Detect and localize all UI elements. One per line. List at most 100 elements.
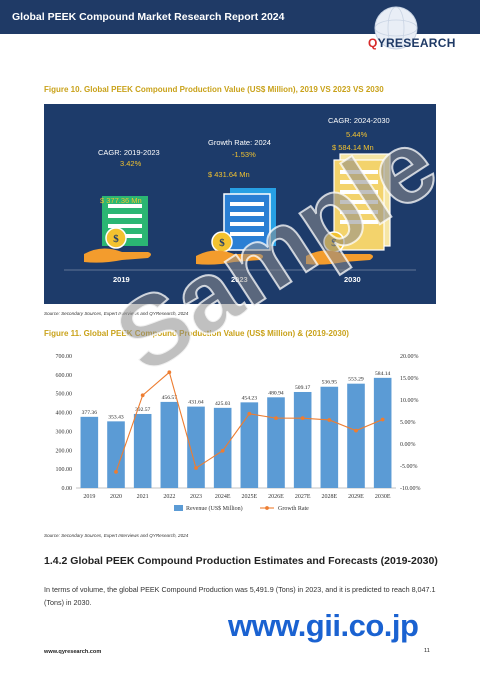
right-tick-label: -5.00%	[400, 464, 418, 470]
section-heading: 1.4.2 Global PEEK Compound Production Es…	[44, 555, 438, 567]
figure10-source: Source: Secondary Sources, Expert Interv…	[44, 311, 189, 316]
document-icon-2030	[333, 153, 391, 251]
growth-rate-point	[220, 448, 225, 453]
growth-rate-point	[194, 466, 198, 470]
x-tick-label: 2019	[83, 494, 95, 500]
right-tick-label: -10.00%	[400, 486, 421, 492]
x-tick-label: 2022	[163, 494, 175, 500]
legend-growth-label: Growth Rate	[278, 506, 309, 512]
growth-rate-point	[300, 416, 305, 421]
growth-rate-point	[274, 416, 278, 421]
bar-value-label: 456.57	[162, 395, 178, 401]
coin-hand-icon-2023: $	[196, 231, 263, 265]
coin-hand-icon-2030: $	[306, 231, 373, 265]
value-2023: $ 431.64 Mn	[208, 170, 250, 179]
bar-value-label: 377.36	[82, 410, 98, 416]
cagr-2019-2023-rate: 3.42%	[120, 159, 142, 168]
bar-value-label: 353.43	[108, 414, 124, 420]
logo-wordmark: QYRESEARCH	[368, 36, 456, 50]
left-tick-label: 100.00	[56, 467, 73, 473]
growth-rate-point	[140, 393, 145, 398]
bar-value-label: 584.14	[375, 371, 391, 377]
infographic-graphics: $ $ $	[64, 153, 416, 271]
logo-wordmark-rest: YRESEARCH	[377, 36, 456, 50]
right-tick-label: 10.00%	[400, 398, 419, 404]
x-tick-label: 2021	[137, 494, 149, 500]
cagr-2024-2030-label: CAGR: 2024-2030	[328, 116, 390, 125]
bar-value-label: 480.94	[268, 390, 284, 396]
coin-hand-icon-2019: $	[84, 227, 151, 263]
growth-rate-2024-label: Growth Rate: 2024	[208, 138, 271, 147]
bar-value-label: 509.17	[295, 385, 311, 391]
right-tick-label: 5.00%	[400, 420, 416, 426]
year-2030: 2030	[344, 275, 361, 284]
right-tick-label: 15.00%	[400, 376, 419, 382]
left-tick-label: 400.00	[56, 411, 73, 417]
legend-revenue-label: Revenue (US$ Million)	[186, 505, 243, 512]
growth-rate-point	[167, 370, 172, 375]
x-tick-label: 2028E	[321, 494, 337, 500]
legend-growth-marker	[265, 506, 269, 510]
growth-rate-point	[114, 469, 118, 474]
bar-value-label: 536.95	[322, 380, 338, 386]
right-tick-label: 0.00%	[400, 442, 416, 448]
right-tick-label: 20.00%	[400, 354, 419, 360]
cagr-2019-2023-label: CAGR: 2019-2023	[98, 148, 160, 157]
revenue-bar	[320, 386, 339, 488]
left-tick-label: 500.00	[56, 392, 73, 398]
svg-text:$: $	[331, 237, 337, 249]
x-tick-label: 2026E	[268, 494, 284, 500]
left-tick-label: 300.00	[56, 429, 73, 435]
figure10-infographic: $ $ $ CAGR: 2019-2023 3.42% $ 377.36 Mn …	[44, 104, 436, 304]
growth-rate-point	[380, 417, 385, 422]
footer-url[interactable]: www.qyresearch.com	[44, 649, 102, 655]
x-tick-label: 2023	[190, 494, 202, 500]
year-2019: 2019	[113, 275, 130, 284]
figure11-source: Source: Secondary Sources, Expert Interv…	[44, 533, 189, 538]
revenue-bar	[80, 416, 99, 488]
left-tick-label: 200.00	[56, 448, 73, 454]
x-tick-label: 2024E	[215, 494, 231, 500]
growth-rate-point	[354, 428, 358, 433]
document-icon-2023	[223, 188, 276, 251]
revenue-bar	[160, 401, 179, 488]
figure11-chart: 0.00 100.00 200.00 300.00 400.00 500.00 600.00…	[56, 354, 421, 512]
revenue-bar	[373, 377, 392, 488]
bar-value-label: 431.64	[188, 400, 204, 406]
x-tick-label: 2027E	[295, 494, 311, 500]
bar-value-label: 425.03	[215, 401, 231, 407]
growth-rate-point	[247, 411, 252, 416]
x-tick-label: 2025E	[241, 494, 257, 500]
x-tick-label: 2029E	[348, 494, 364, 500]
revenue-bar	[133, 413, 152, 488]
cagr-2024-2030-rate: 5.44%	[346, 130, 368, 139]
growth-rate-2024-rate: -1.53%	[232, 150, 256, 159]
value-2030: $ 584.14 Mn	[332, 143, 374, 152]
figure10-title: Figure 10. Global PEEK Compound Producti…	[44, 85, 384, 94]
qyresearch-logo	[374, 6, 418, 50]
revenue-bar	[213, 407, 232, 488]
year-2023: 2023	[231, 275, 248, 284]
x-tick-label: 2030E	[375, 494, 391, 500]
report-title: Global PEEK Compound Market Research Rep…	[12, 11, 285, 23]
revenue-bar	[107, 421, 125, 488]
x-tick-label: 2020	[110, 494, 122, 500]
section-paragraph: In terms of volume, the global PEEK Comp…	[44, 585, 436, 607]
gii-banner: www.gii.co.jp	[228, 608, 419, 643]
bar-value-label: 553.29	[348, 377, 364, 383]
legend-revenue-swatch	[174, 505, 183, 511]
svg-text:$: $	[219, 237, 225, 249]
left-tick-label: 600.00	[56, 373, 73, 379]
figure11-title: Figure 11. Global PEEK Compound Producti…	[44, 329, 349, 338]
left-tick-label: 0.00	[62, 486, 73, 492]
bar-value-label: 392.57	[135, 407, 151, 413]
revenue-bar	[187, 406, 205, 488]
bar-value-label: 454.23	[242, 395, 258, 401]
revenue-bar	[240, 402, 259, 488]
revenue-bar	[267, 397, 285, 488]
value-2019: $ 377.36 Mn	[100, 196, 142, 205]
revenue-bar	[347, 383, 365, 488]
svg-text:$: $	[113, 233, 119, 245]
growth-rate-point	[327, 418, 332, 422]
